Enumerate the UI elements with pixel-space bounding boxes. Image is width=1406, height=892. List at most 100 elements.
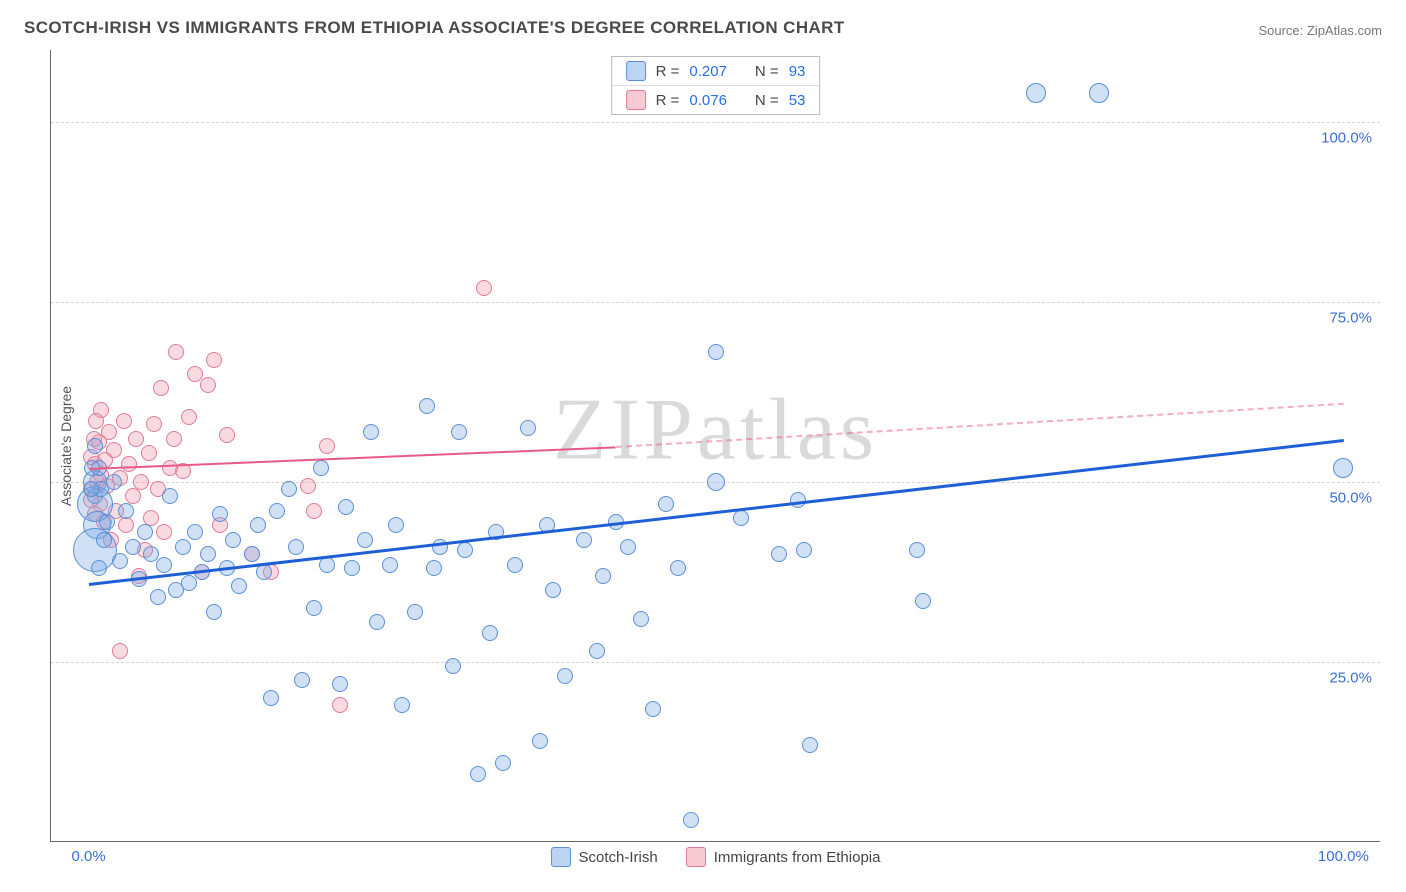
data-point — [451, 424, 467, 440]
data-point — [281, 481, 297, 497]
data-point — [1089, 83, 1109, 103]
stats-row-1: R = 0.207 N = 93 — [612, 57, 820, 86]
source-label: Source: ZipAtlas.com — [1258, 23, 1382, 38]
data-point — [1333, 458, 1353, 478]
data-point — [118, 503, 134, 519]
stats-row-2: R = 0.076 N = 53 — [612, 86, 820, 114]
watermark: ZIPatlas — [553, 379, 878, 480]
data-point — [225, 532, 241, 548]
data-point — [166, 431, 182, 447]
data-point — [683, 812, 699, 828]
data-point — [128, 431, 144, 447]
data-point — [99, 514, 115, 530]
data-point — [313, 460, 329, 476]
data-point — [118, 517, 134, 533]
data-point — [125, 539, 141, 555]
data-point — [338, 499, 354, 515]
data-point — [206, 352, 222, 368]
data-point — [121, 456, 137, 472]
data-point — [187, 524, 203, 540]
data-point — [707, 473, 725, 491]
data-point — [137, 524, 153, 540]
gridline — [51, 662, 1380, 663]
gridline — [51, 302, 1380, 303]
data-point — [520, 420, 536, 436]
x-tick-label: 100.0% — [1318, 848, 1369, 865]
data-point — [168, 344, 184, 360]
data-point — [269, 503, 285, 519]
data-point — [796, 542, 812, 558]
stat-label: N = — [755, 92, 779, 109]
legend-item-2: Immigrants from Ethiopia — [686, 847, 881, 867]
data-point — [96, 532, 112, 548]
data-point — [219, 427, 235, 443]
data-point — [162, 488, 178, 504]
data-point — [915, 593, 931, 609]
data-point — [143, 546, 159, 562]
data-point — [658, 496, 674, 512]
data-point — [141, 445, 157, 461]
stat-label: R = — [656, 92, 680, 109]
legend: Scotch-Irish Immigrants from Ethiopia — [551, 847, 881, 867]
data-point — [532, 733, 548, 749]
stat-r-2: 0.076 — [689, 92, 727, 109]
data-point — [909, 542, 925, 558]
data-point — [300, 478, 316, 494]
stat-label: N = — [755, 63, 779, 80]
swatch-pink-icon — [626, 90, 646, 110]
data-point — [576, 532, 592, 548]
data-point — [670, 560, 686, 576]
stats-box: R = 0.207 N = 93 R = 0.076 N = 53 — [611, 56, 821, 115]
y-tick-label: 75.0% — [1329, 310, 1372, 327]
data-point — [263, 690, 279, 706]
data-point — [244, 546, 260, 562]
data-point — [212, 506, 228, 522]
data-point — [332, 676, 348, 692]
data-point — [306, 600, 322, 616]
data-point — [445, 658, 461, 674]
data-point — [394, 697, 410, 713]
data-point — [495, 755, 511, 771]
data-point — [363, 424, 379, 440]
swatch-pink-icon — [686, 847, 706, 867]
data-point — [620, 539, 636, 555]
data-point — [168, 582, 184, 598]
data-point — [426, 560, 442, 576]
data-point — [87, 438, 103, 454]
data-point — [206, 604, 222, 620]
data-point — [595, 568, 611, 584]
data-point — [146, 416, 162, 432]
legend-label-1: Scotch-Irish — [579, 849, 658, 866]
swatch-blue-icon — [551, 847, 571, 867]
stat-r-1: 0.207 — [689, 63, 727, 80]
data-point — [162, 460, 178, 476]
gridline — [51, 122, 1380, 123]
data-point — [382, 557, 398, 573]
data-point — [482, 625, 498, 641]
stat-n-1: 93 — [789, 63, 806, 80]
trend-line — [616, 403, 1344, 448]
data-point — [470, 766, 486, 782]
data-point — [419, 398, 435, 414]
y-tick-label: 25.0% — [1329, 670, 1372, 687]
data-point — [181, 409, 197, 425]
data-point — [156, 524, 172, 540]
data-point — [200, 377, 216, 393]
x-tick-label: 0.0% — [72, 848, 106, 865]
trend-line — [89, 446, 616, 470]
data-point — [200, 546, 216, 562]
chart-title: SCOTCH-IRISH VS IMMIGRANTS FROM ETHIOPIA… — [24, 18, 845, 38]
data-point — [319, 438, 335, 454]
data-point — [645, 701, 661, 717]
y-tick-label: 50.0% — [1329, 490, 1372, 507]
data-point — [156, 557, 172, 573]
data-point — [116, 413, 132, 429]
legend-item-1: Scotch-Irish — [551, 847, 658, 867]
data-point — [150, 589, 166, 605]
y-tick-label: 100.0% — [1321, 130, 1372, 147]
data-point — [733, 510, 749, 526]
data-point — [112, 643, 128, 659]
data-point — [88, 413, 104, 429]
data-point — [112, 553, 128, 569]
data-point — [589, 643, 605, 659]
